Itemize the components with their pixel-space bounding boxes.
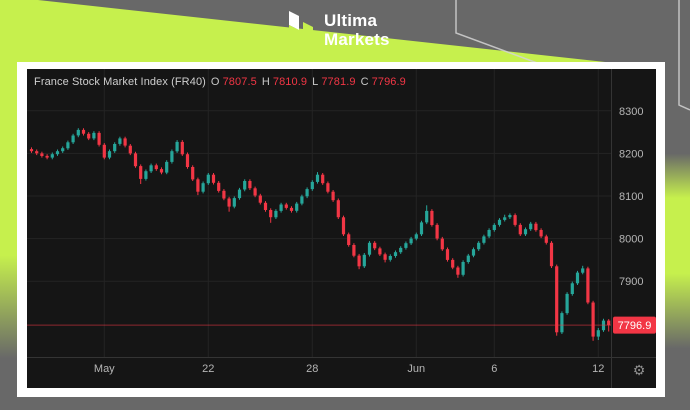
svg-text:6: 6 (491, 363, 497, 375)
lime-right-strip (665, 68, 690, 410)
chart-panel: France Stock Market Index (FR40) O 7807.5 H… (27, 69, 656, 388)
chart-card: France Stock Market Index (FR40) O 7807.5 H… (17, 62, 665, 397)
axis-separators (27, 69, 656, 388)
close-value: 7796.9 (371, 76, 406, 88)
x-axis-labels: May 22 28 Jun 6 12 (94, 363, 605, 375)
hexagon-outline-right (678, 0, 690, 111)
hexagon-outline-left (455, 0, 549, 68)
open-value: 7807.5 (222, 76, 257, 88)
svg-text:May: May (94, 363, 115, 375)
svg-text:8000: 8000 (619, 234, 643, 246)
svg-text:28: 28 (306, 363, 318, 375)
lime-wedge (0, 0, 660, 68)
high-value: 7810.9 (272, 76, 308, 88)
y-axis-labels: 8300 8200 8100 8000 7900 (619, 106, 643, 288)
brand-name-line1: Ultima (324, 11, 378, 30)
ultima-markets-logo-icon (289, 11, 313, 53)
high-label: H (261, 76, 270, 88)
svg-text:7796.9: 7796.9 (618, 320, 652, 332)
price-axis[interactable] (611, 69, 656, 357)
grid (27, 69, 611, 357)
svg-text:7900: 7900 (619, 276, 643, 288)
brand-name-line2: Markets (324, 30, 390, 49)
candles (29, 128, 611, 341)
low-value: 7781.9 (321, 76, 356, 88)
svg-text:8100: 8100 (619, 191, 643, 203)
instrument-name: France Stock Market Index (FR40) (34, 76, 206, 88)
svg-text:22: 22 (202, 363, 214, 375)
open-label: O (210, 76, 220, 88)
brand-logo: Ultima Markets (289, 11, 390, 55)
svg-text:Jun: Jun (407, 363, 425, 375)
svg-text:8300: 8300 (619, 106, 643, 118)
low-label: L (312, 76, 319, 88)
settings-gear-icon[interactable]: ⚙ (632, 363, 646, 379)
lime-left-strip (0, 66, 17, 410)
svg-text:8200: 8200 (619, 148, 643, 160)
svg-text:12: 12 (592, 363, 604, 375)
candlestick-chart[interactable]: 8300 8200 8100 8000 7900 May 22 28 Jun 6 12 7796.9 (27, 69, 656, 388)
time-axis[interactable] (27, 357, 611, 388)
close-label: C (360, 76, 369, 88)
chart-legend: France Stock Market Index (FR40) O 7807.5 H… (34, 76, 406, 88)
last-price-tag: 7796.9 (613, 316, 656, 334)
